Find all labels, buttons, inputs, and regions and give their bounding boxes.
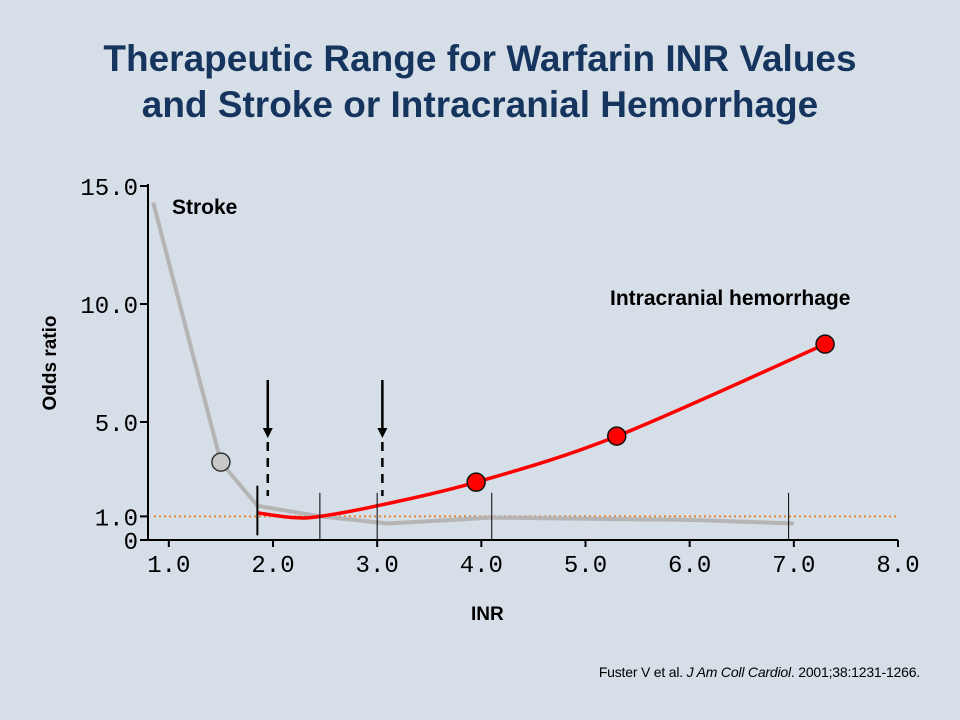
hemorrhage-series-line (257, 342, 826, 520)
x-tick-label: 7.0 (772, 553, 815, 580)
x-tick-label: 3.0 (356, 553, 399, 580)
y-tick-label: 5.0 (95, 412, 138, 439)
title-line-2: and Stroke or Intracranial Hemorrhage (141, 84, 819, 125)
y-tick-label: 0 (124, 530, 138, 557)
citation-details: . 2001;38:1231-1266. (790, 664, 920, 680)
citation: Fuster V et al. J Am Coll Cardiol. 2001;… (599, 664, 920, 680)
x-tick-label: 2.0 (251, 553, 294, 580)
x-axis-label: INR (471, 604, 504, 625)
stroke-series-line (151, 201, 794, 526)
stroke-series-label: Stroke (172, 196, 237, 219)
x-tick-label: 5.0 (564, 553, 607, 580)
y-axis-label: Odds ratio (40, 315, 61, 410)
hemorrhage-data-point (466, 472, 486, 492)
arrow-head (262, 428, 273, 438)
x-tick-label: 1.0 (147, 553, 190, 580)
x-tick-label: 6.0 (668, 553, 711, 580)
hemorrhage-data-point (607, 426, 627, 446)
slide-title: Therapeutic Range for Warfarin INR Value… (0, 36, 960, 128)
hemorrhage-series-label: Intracranial hemorrhage (610, 287, 850, 310)
hemorrhage-data-point (815, 334, 835, 354)
stroke-data-point (211, 452, 231, 472)
title-line-1: Therapeutic Range for Warfarin INR Value… (103, 38, 857, 79)
y-tick-label: 15.0 (80, 176, 138, 203)
citation-journal: J Am Coll Cardiol (686, 664, 791, 680)
citation-authors: Fuster V et al. (598, 664, 687, 680)
x-tick-label: 4.0 (460, 553, 503, 580)
y-tick-label: 10.0 (80, 294, 138, 321)
x-tick-label: 8.0 (876, 553, 919, 580)
y-tick-label: 1.0 (95, 506, 138, 533)
arrow-head (377, 428, 388, 438)
